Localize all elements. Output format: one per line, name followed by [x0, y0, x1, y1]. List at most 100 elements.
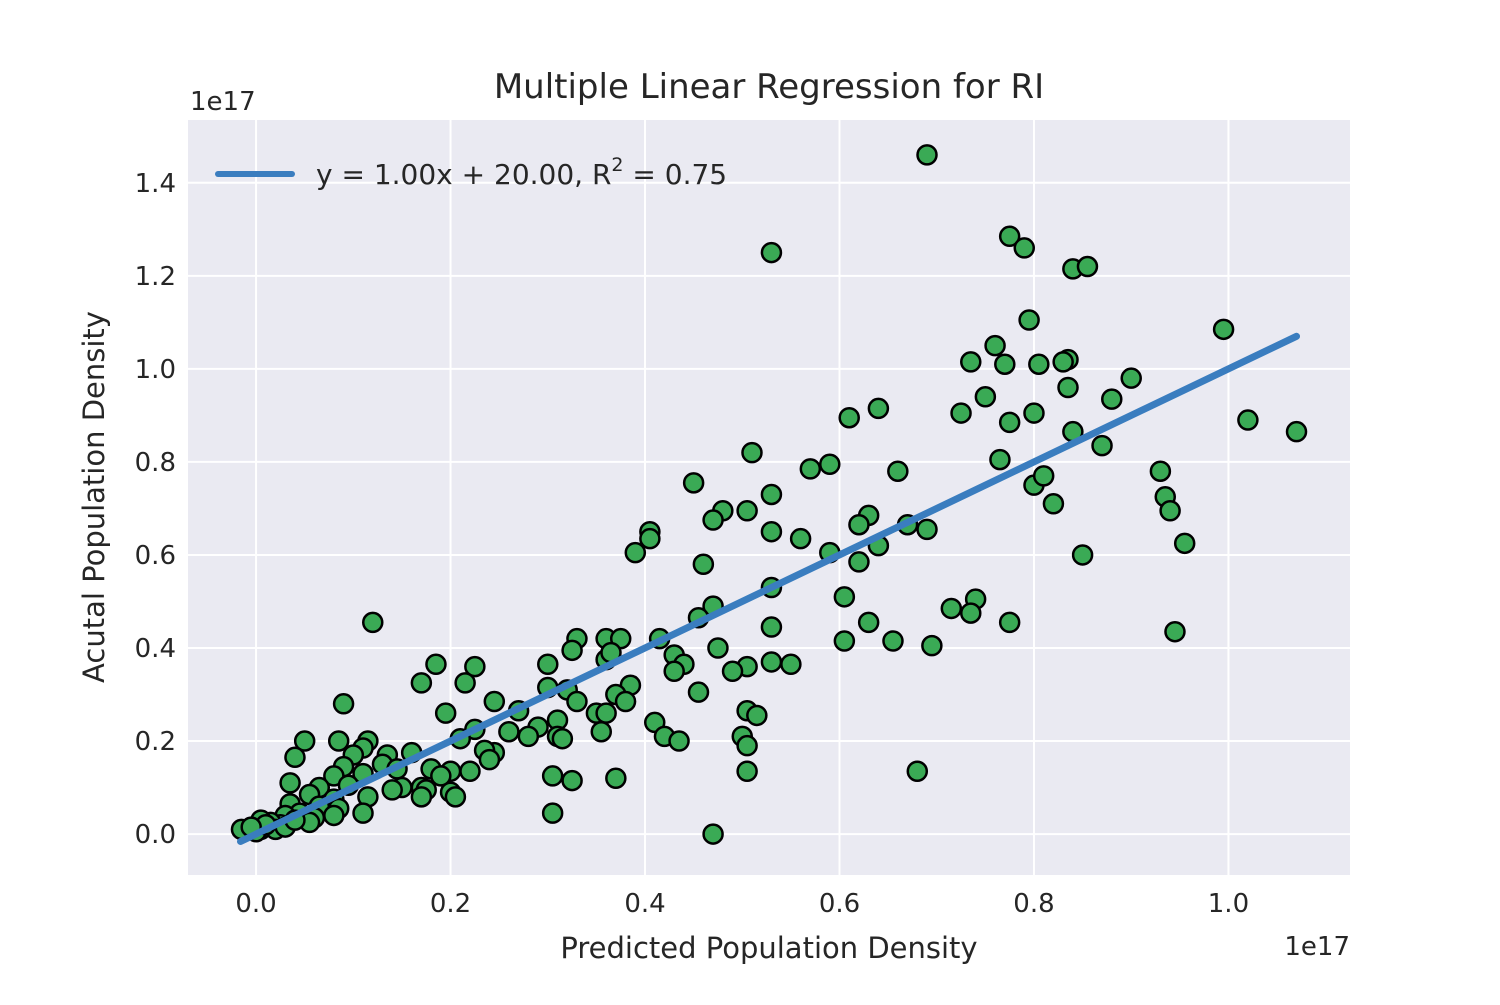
data-point — [478, 748, 501, 771]
tick-labels: 0.0 0.2 0.4 0.6 0.8 1.0 0.0 0.2 0.4 0.6 0.8 1.0 1.2 1… — [135, 169, 1249, 919]
x-tick-label: 0.6 — [819, 889, 860, 919]
data-point — [989, 448, 1011, 471]
data-point — [279, 772, 301, 794]
data-point — [517, 725, 540, 748]
data-point — [857, 611, 880, 634]
data-point — [789, 527, 812, 550]
data-point — [425, 653, 447, 676]
data-point — [974, 386, 997, 408]
data-point — [454, 672, 476, 694]
data-point — [760, 241, 783, 264]
data-point — [799, 458, 822, 480]
y-tick-label: 1.0 — [135, 355, 176, 385]
data-point — [1042, 493, 1065, 515]
y-tick-label: 1.2 — [135, 262, 176, 292]
data-point — [551, 727, 574, 750]
y-tick-label: 0.2 — [135, 727, 176, 757]
data-point — [867, 397, 890, 420]
data-point — [1032, 465, 1055, 487]
data-point — [590, 720, 613, 743]
y-tick-label: 0.6 — [135, 541, 176, 571]
data-point — [707, 637, 729, 659]
data-point — [950, 402, 972, 424]
data-point — [444, 786, 467, 808]
data-point — [1028, 353, 1050, 375]
data-point — [848, 551, 870, 573]
data-point — [998, 225, 1021, 248]
data-point — [760, 520, 783, 543]
data-point — [960, 602, 982, 624]
data-point — [702, 509, 724, 531]
chart-title: Multiple Linear Regression for RI — [494, 67, 1044, 107]
data-point — [537, 653, 559, 676]
x-axis-offset-text: 1e17 — [1284, 932, 1350, 962]
legend: y = 1.00x + 20.00, R2 = 0.75 — [215, 154, 727, 191]
data-point — [410, 672, 433, 694]
data-point — [916, 144, 938, 166]
data-point — [736, 500, 758, 522]
data-point — [1023, 402, 1045, 424]
data-point — [293, 730, 316, 752]
data-point — [921, 634, 943, 657]
data-point — [663, 660, 685, 682]
data-point — [1018, 309, 1040, 331]
data-point — [736, 734, 758, 757]
x-tick-label: 0.8 — [1013, 889, 1054, 919]
legend-label-superscript: 2 — [611, 154, 623, 176]
y-axis-offset-text: 1e17 — [190, 87, 256, 117]
data-point — [998, 611, 1021, 634]
data-point — [984, 334, 1006, 357]
data-point — [906, 760, 929, 783]
data-point — [833, 630, 856, 652]
y-tick-label: 0.8 — [135, 448, 176, 478]
legend-label-suffix: = 0.75 — [624, 158, 728, 191]
data-point — [848, 513, 870, 536]
data-point — [381, 779, 403, 801]
data-point — [639, 527, 661, 550]
data-point — [561, 769, 583, 792]
data-point — [434, 702, 457, 724]
data-point — [1091, 434, 1113, 457]
data-point — [1076, 255, 1099, 278]
data-point — [994, 353, 1016, 375]
x-tick-label: 0.0 — [235, 889, 276, 919]
data-point — [362, 611, 384, 634]
data-point — [960, 351, 982, 373]
data-point — [882, 630, 904, 652]
data-point — [566, 690, 588, 713]
legend-label-prefix: y = 1.00x + 20.00, R — [316, 158, 611, 191]
x-axis-label: Predicted Population Density — [560, 931, 977, 965]
data-point — [1149, 460, 1172, 482]
data-point — [692, 553, 715, 576]
data-point — [760, 651, 783, 673]
data-point — [498, 720, 520, 743]
x-tick-label: 0.4 — [624, 889, 665, 919]
data-point — [940, 597, 963, 620]
data-point — [1013, 237, 1036, 259]
data-point — [464, 655, 486, 678]
data-point — [541, 765, 564, 787]
data-point — [614, 690, 637, 713]
x-tick-label: 1.0 — [1208, 889, 1249, 919]
data-point — [1057, 376, 1079, 399]
y-tick-label: 1.4 — [135, 169, 176, 199]
data-point — [1164, 620, 1186, 643]
data-point — [819, 453, 841, 475]
data-point — [1159, 500, 1181, 522]
y-tick-label: 0.0 — [135, 820, 176, 850]
data-point — [332, 693, 355, 715]
data-point — [736, 760, 758, 783]
scatter-points — [230, 144, 1308, 845]
data-point — [721, 660, 744, 682]
data-point — [1237, 409, 1259, 431]
data-point — [352, 802, 374, 824]
data-point — [887, 460, 909, 482]
data-point — [459, 760, 481, 783]
legend-label: y = 1.00x + 20.00, R2 = 0.75 — [316, 154, 727, 191]
data-point — [483, 690, 506, 713]
data-point — [624, 541, 647, 564]
data-point — [702, 823, 724, 845]
data-point — [541, 802, 564, 824]
